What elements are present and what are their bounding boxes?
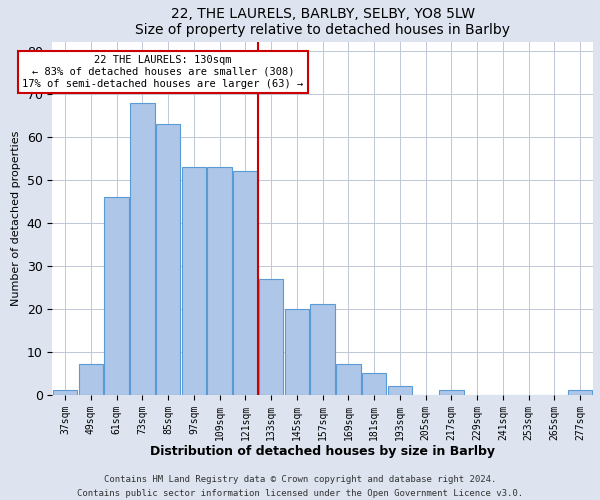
Bar: [362, 373, 386, 394]
Bar: [259, 278, 283, 394]
Bar: [233, 172, 257, 394]
Bar: [208, 167, 232, 394]
Title: 22, THE LAURELS, BARLBY, SELBY, YO8 5LW
Size of property relative to detached ho: 22, THE LAURELS, BARLBY, SELBY, YO8 5LW …: [135, 7, 510, 37]
Bar: [156, 124, 181, 394]
Bar: [336, 364, 361, 394]
Bar: [104, 197, 129, 394]
Text: Contains HM Land Registry data © Crown copyright and database right 2024.
Contai: Contains HM Land Registry data © Crown c…: [77, 476, 523, 498]
Text: 22 THE LAURELS: 130sqm
← 83% of detached houses are smaller (308)
17% of semi-de: 22 THE LAURELS: 130sqm ← 83% of detached…: [22, 56, 304, 88]
Y-axis label: Number of detached properties: Number of detached properties: [11, 131, 21, 306]
Bar: [285, 308, 309, 394]
Bar: [53, 390, 77, 394]
Bar: [388, 386, 412, 394]
Bar: [439, 390, 464, 394]
Bar: [568, 390, 592, 394]
Bar: [79, 364, 103, 394]
Bar: [130, 102, 155, 395]
Bar: [310, 304, 335, 394]
X-axis label: Distribution of detached houses by size in Barlby: Distribution of detached houses by size …: [150, 445, 495, 458]
Bar: [182, 167, 206, 394]
